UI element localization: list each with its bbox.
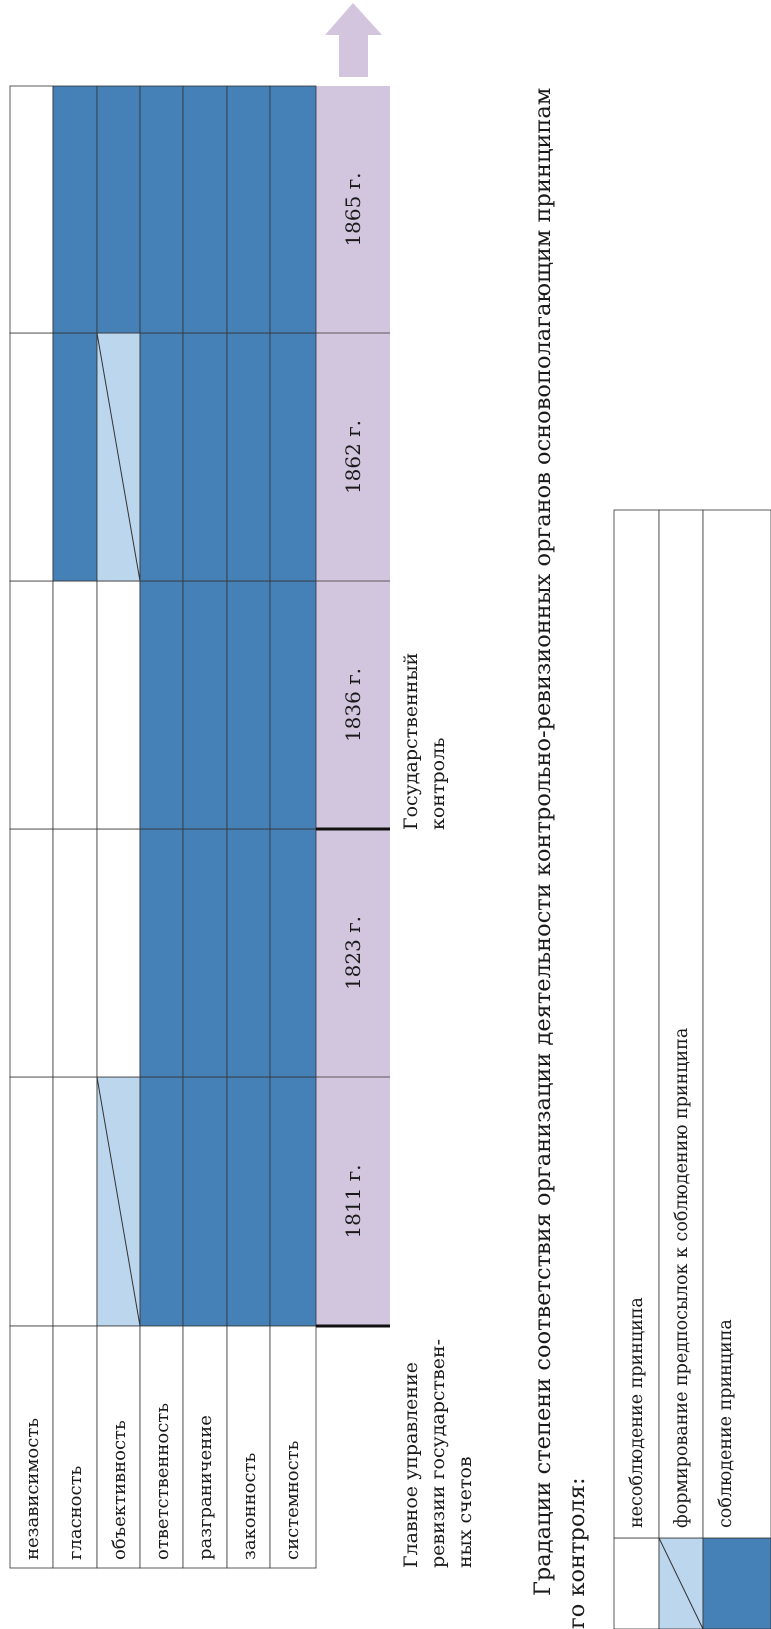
cell-законность-4	[226, 85, 271, 334]
legend-label-cell	[658, 509, 704, 1539]
principle-label-cell	[269, 1325, 317, 1569]
cell-ответственность-4	[139, 85, 184, 334]
legend-swatch-diagonal	[658, 1537, 704, 1629]
cell-разграничение-2	[182, 580, 228, 830]
cell-независимость-3	[9, 332, 54, 582]
year-label-4: 1865 г.	[341, 172, 365, 246]
legend-label-cell	[702, 509, 771, 1539]
cell-независимость-2	[9, 580, 54, 830]
year-label-2: 1836 г.	[341, 668, 365, 742]
legend-label-none: несоблюдение принципа	[627, 1297, 647, 1528]
cell-гласность-3	[52, 332, 98, 582]
cell-разграничение-1	[182, 828, 228, 1078]
cell-разграничение-0	[182, 1076, 228, 1327]
cell-ответственность-2	[139, 580, 184, 830]
cell-ответственность-1	[139, 828, 184, 1078]
cell-объективность-4	[96, 85, 141, 334]
legend-swatch-met	[702, 1537, 771, 1629]
legend-label-met: соблюдение принципа	[716, 1319, 736, 1528]
cell-системность-3	[269, 332, 317, 582]
cell-ответственность-0	[139, 1076, 184, 1327]
legend-label-forming: формирование предпосылок к соблюдению пр…	[672, 1027, 692, 1528]
cell-diagonal	[96, 332, 141, 582]
cell-объективность-1	[96, 828, 141, 1078]
cell-независимость-0	[9, 1076, 54, 1327]
year-label-1: 1823 г.	[341, 916, 365, 990]
cell-законность-2	[226, 580, 271, 830]
principle-label-cell	[9, 1325, 54, 1569]
principle-label-cell	[52, 1325, 98, 1569]
cell-разграничение-4	[182, 85, 228, 334]
year-label-0: 1811 г.	[341, 1164, 365, 1238]
legend-swatch-none	[613, 1537, 660, 1629]
year-band	[316, 86, 390, 1326]
cell-гласность-1	[52, 828, 98, 1078]
year-label-3: 1862 г.	[341, 420, 365, 494]
cell-системность-4	[269, 85, 317, 334]
cell-системность-2	[269, 580, 317, 830]
principle-label-cell	[96, 1325, 141, 1569]
principle-label-cell	[182, 1325, 228, 1569]
principle-label-cell	[139, 1325, 184, 1569]
cell-ответственность-3	[139, 332, 184, 582]
cell-гласность-4	[52, 85, 98, 334]
cell-независимость-4	[9, 85, 54, 334]
cell-объективность-2	[96, 580, 141, 830]
cell-diagonal	[96, 1076, 141, 1327]
cell-системность-1	[269, 828, 317, 1078]
principle-label-cell	[226, 1325, 271, 1569]
upward-arrow	[325, 3, 382, 77]
cell-разграничение-3	[182, 332, 228, 582]
